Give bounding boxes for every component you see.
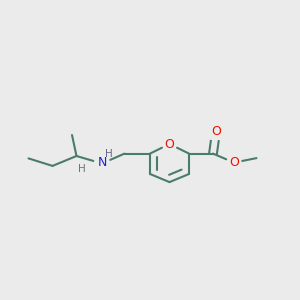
Text: H: H — [105, 149, 112, 159]
Text: N: N — [97, 155, 107, 169]
Text: H: H — [78, 164, 86, 174]
Text: O: O — [165, 137, 174, 151]
Text: O: O — [211, 125, 221, 139]
Text: O: O — [229, 156, 239, 169]
